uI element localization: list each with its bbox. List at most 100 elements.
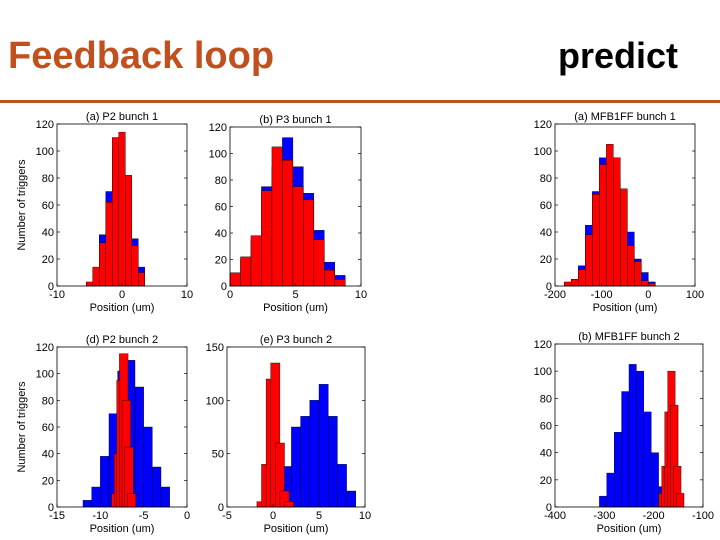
x-axis-label: Position (um) bbox=[90, 523, 155, 535]
y-tick-label: 20 bbox=[540, 254, 552, 266]
histogram-bar bbox=[118, 131, 126, 287]
x-tick-label: 0 bbox=[119, 289, 125, 301]
histogram-bar bbox=[628, 364, 637, 508]
y-tick-label: 20 bbox=[540, 475, 552, 487]
x-tick-label: -200 bbox=[643, 510, 665, 522]
y-tick-label: 80 bbox=[42, 395, 54, 407]
x-tick-label: 10 bbox=[355, 289, 367, 301]
histogram-bar bbox=[334, 279, 346, 287]
y-tick-label: 60 bbox=[540, 200, 552, 212]
y-tick-label: 100 bbox=[534, 146, 552, 158]
histogram-bar bbox=[261, 190, 273, 287]
histogram-bar bbox=[86, 281, 93, 287]
y-tick-label: 40 bbox=[42, 449, 54, 461]
x-tick-label: 5 bbox=[292, 289, 298, 301]
histogram-bar bbox=[643, 411, 652, 508]
y-tick-label: 80 bbox=[540, 393, 552, 405]
y-tick-label: 40 bbox=[42, 227, 54, 239]
x-tick-label: 0 bbox=[184, 510, 190, 522]
y-tick-label: 0 bbox=[546, 281, 552, 293]
x-tick-label: -100 bbox=[692, 510, 714, 522]
histogram-bar bbox=[134, 386, 144, 508]
histogram-bar bbox=[284, 501, 294, 508]
y-tick-label: 120 bbox=[534, 339, 552, 351]
histogram-bar bbox=[105, 202, 113, 287]
histogram-bar bbox=[620, 188, 628, 287]
chart-title: (a) MFB1FF bunch 1 bbox=[574, 111, 675, 123]
histogram-bar bbox=[578, 269, 586, 287]
y-tick-label: 100 bbox=[209, 149, 227, 161]
y-tick-label: 40 bbox=[215, 228, 227, 240]
y-tick-label: 120 bbox=[209, 122, 227, 134]
y-tick-label: 150 bbox=[206, 342, 224, 354]
histogram-bar bbox=[337, 464, 347, 508]
histogram-bar bbox=[240, 256, 252, 287]
histogram-bar bbox=[585, 234, 593, 287]
histogram-bar bbox=[599, 164, 607, 287]
histogram-bar bbox=[143, 426, 153, 508]
histogram-bar bbox=[309, 400, 320, 508]
x-tick-label: 5 bbox=[316, 510, 322, 522]
y-tick-label: 80 bbox=[215, 175, 227, 187]
chart-title: (b) P3 bunch 1 bbox=[259, 114, 331, 126]
histogram-bar bbox=[651, 452, 659, 508]
chart-title: (e) P3 bunch 2 bbox=[260, 334, 332, 346]
histogram-bar bbox=[152, 466, 162, 508]
y-tick-label: 100 bbox=[36, 369, 54, 381]
histogram-bar bbox=[324, 269, 336, 287]
y-tick-label: 60 bbox=[42, 200, 54, 212]
histogram-bar bbox=[599, 495, 608, 508]
y-tick-label: 60 bbox=[540, 421, 552, 433]
histogram-bar bbox=[313, 239, 325, 287]
x-tick-label: -300 bbox=[593, 510, 615, 522]
x-tick-label: -10 bbox=[49, 289, 65, 301]
histogram-bar bbox=[634, 261, 642, 287]
y-tick-label: 0 bbox=[48, 281, 54, 293]
histogram-bar bbox=[125, 175, 132, 287]
chart-title: (d) P2 bunch 2 bbox=[86, 334, 158, 346]
histogram-bar bbox=[621, 391, 630, 508]
histogram-bar bbox=[229, 272, 241, 287]
y-tick-label: 60 bbox=[42, 422, 54, 434]
x-axis-label: Position (um) bbox=[264, 523, 329, 535]
x-tick-label: 100 bbox=[686, 289, 704, 301]
x-tick-label: 0 bbox=[227, 289, 233, 301]
histogram-bar bbox=[138, 272, 145, 287]
histogram-bar bbox=[99, 242, 106, 287]
histogram-bar bbox=[160, 486, 170, 508]
x-axis-label: Position (um) bbox=[263, 302, 328, 314]
x-tick-label: -5 bbox=[222, 510, 232, 522]
histogram-bar bbox=[112, 137, 119, 287]
x-tick-label: -10 bbox=[92, 510, 108, 522]
y-tick-label: 40 bbox=[540, 227, 552, 239]
x-tick-label: -15 bbox=[49, 510, 65, 522]
histogram-bar bbox=[131, 245, 139, 287]
histogram-bar bbox=[627, 245, 635, 287]
histogram-bar bbox=[292, 186, 304, 287]
y-tick-label: 120 bbox=[534, 119, 552, 131]
x-tick-label: -400 bbox=[544, 510, 566, 522]
y-tick-label: 0 bbox=[546, 502, 552, 514]
x-axis-label: Position (um) bbox=[597, 523, 662, 535]
histogram-bar bbox=[676, 493, 685, 508]
plot-frame bbox=[226, 346, 366, 508]
y-tick-label: 60 bbox=[215, 202, 227, 214]
histogram-bar bbox=[271, 146, 283, 287]
histogram-bar bbox=[126, 493, 137, 508]
histogram-bar bbox=[318, 384, 329, 508]
histogram-bar bbox=[346, 490, 357, 508]
histogram-bar bbox=[571, 279, 579, 287]
y-tick-label: 50 bbox=[212, 449, 224, 461]
histogram-bar bbox=[303, 199, 315, 287]
y-tick-label: 20 bbox=[215, 255, 227, 267]
x-tick-label: -5 bbox=[139, 510, 149, 522]
histogram-bar bbox=[592, 193, 600, 287]
histogram-bar bbox=[92, 266, 100, 287]
y-tick-label: 100 bbox=[206, 395, 224, 407]
y-tick-label: 100 bbox=[534, 366, 552, 378]
x-axis-label: Position (um) bbox=[593, 302, 658, 314]
y-tick-label: 120 bbox=[36, 342, 54, 354]
histogram-bar bbox=[282, 159, 294, 287]
slide-subtitle-predict: predict bbox=[558, 35, 679, 76]
